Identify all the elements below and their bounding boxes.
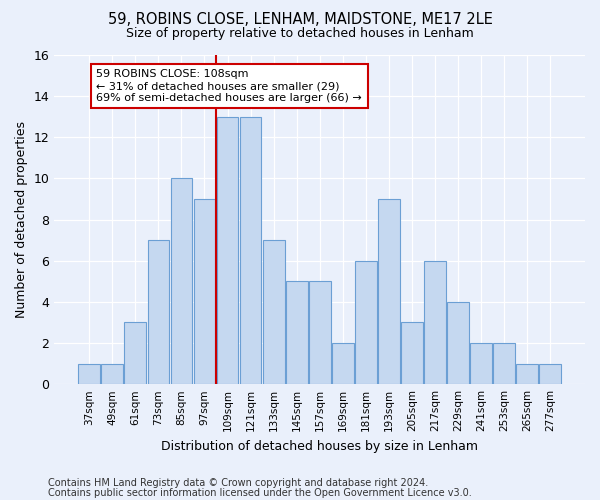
Bar (539, 364, 561, 384)
Bar (424, 260, 446, 384)
Bar (332, 343, 353, 384)
Bar (493, 343, 515, 384)
Bar (124, 322, 146, 384)
Text: 59, ROBINS CLOSE, LENHAM, MAIDSTONE, ME17 2LE: 59, ROBINS CLOSE, LENHAM, MAIDSTONE, ME1… (107, 12, 493, 28)
Text: Contains HM Land Registry data © Crown copyright and database right 2024.: Contains HM Land Registry data © Crown c… (48, 478, 428, 488)
Bar (263, 240, 284, 384)
Bar (516, 364, 538, 384)
Text: 59 ROBINS CLOSE: 108sqm
← 31% of detached houses are smaller (29)
69% of semi-de: 59 ROBINS CLOSE: 108sqm ← 31% of detache… (96, 70, 362, 102)
Y-axis label: Number of detached properties: Number of detached properties (15, 121, 28, 318)
Bar (148, 240, 169, 384)
Bar (470, 343, 492, 384)
Bar (286, 282, 308, 384)
Bar (194, 199, 215, 384)
Bar (378, 199, 400, 384)
Bar (309, 282, 331, 384)
Bar (447, 302, 469, 384)
X-axis label: Distribution of detached houses by size in Lenham: Distribution of detached houses by size … (161, 440, 478, 452)
Text: Contains public sector information licensed under the Open Government Licence v3: Contains public sector information licen… (48, 488, 472, 498)
Text: Size of property relative to detached houses in Lenham: Size of property relative to detached ho… (126, 28, 474, 40)
Bar (101, 364, 124, 384)
Bar (239, 116, 262, 384)
Bar (170, 178, 193, 384)
Bar (79, 364, 100, 384)
Bar (217, 116, 238, 384)
Bar (401, 322, 423, 384)
Bar (355, 260, 377, 384)
